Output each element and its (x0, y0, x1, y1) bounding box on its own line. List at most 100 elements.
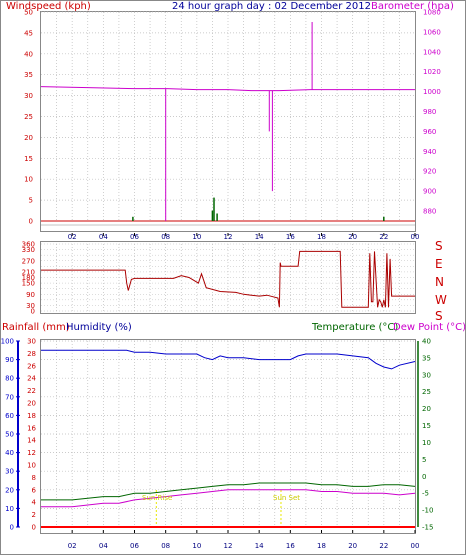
humidity-tick-label: 60 (5, 412, 14, 420)
bottom-xtick-label: 04 (99, 542, 108, 550)
windspeed-tick-label: 5 (29, 197, 33, 205)
temperature-tick-label: -5 (422, 490, 429, 498)
direction-tick-label: 90 (26, 291, 35, 299)
direction-tick-label: 330 (22, 246, 35, 254)
barometer-tick-label: 920 (423, 168, 436, 176)
humidity-tick-label: 20 (5, 486, 14, 494)
chart-title: 24 hour graph day : 02 December 2012 (172, 1, 371, 12)
barometer-tick-label: 980 (423, 108, 436, 116)
rainfall-tick-label: 4 (32, 499, 37, 507)
barometer-tick-label: 960 (423, 128, 436, 136)
barometer-tick-label: 1080 (423, 9, 441, 17)
direction-panel-frame (40, 241, 416, 314)
windspeed-tick-label: 15 (24, 155, 33, 163)
compass-label-s2: S (435, 309, 443, 323)
top-xtick-label: 20 (348, 233, 357, 241)
barometer-tick-label: 940 (423, 148, 436, 156)
wind-direction-line-0 (41, 250, 415, 308)
direction-tick-label: 0 (31, 308, 35, 316)
rainfall-tick-label: 10 (27, 462, 36, 470)
bottom-xtick-label: 16 (286, 542, 295, 550)
windspeed-tick-label: 35 (24, 71, 33, 79)
compass-label-n: N (435, 275, 444, 289)
rainfall-tick-label: 24 (27, 375, 36, 383)
barometer-tick-label: 1020 (423, 68, 441, 76)
barometer-tick-label: 1000 (423, 88, 441, 96)
compass-label-e: E (435, 257, 443, 271)
top-xtick-label: 18 (317, 233, 326, 241)
top-xtick-label: 14 (255, 233, 264, 241)
top-xtick-label: 22 (379, 233, 388, 241)
top-xtick-label: 10 (192, 233, 201, 241)
windspeed-tick-label: 20 (24, 134, 33, 142)
top-xtick-label: 12 (224, 233, 233, 241)
wind-direction-panel: 0 90 180 270 360 30 150 210 330 (22, 241, 415, 316)
rainfall-tick-label: 0 (32, 524, 36, 532)
top-xtick-label: 08 (161, 233, 170, 241)
temperature-axis-title: Temperature (°C) (311, 322, 398, 333)
temperature-tick-label: 35 (422, 354, 431, 362)
top-xtick-label: 00 (411, 233, 420, 241)
windspeed-tick-label: 40 (24, 50, 33, 58)
humidity-axis-title: Humidity (%) (66, 322, 132, 333)
bottom-xtick-label: 06 (130, 542, 139, 550)
sunset-label: Sun Set (273, 494, 300, 502)
rainfall-tick-label: 30 (27, 338, 36, 346)
bottom-xtick-label: 14 (255, 542, 264, 550)
barometer-line-0 (40, 86, 415, 92)
rainfall-axis-title: Rainfall (mm) (2, 322, 70, 333)
direction-tick-label: 210 (22, 268, 35, 276)
temperature-tick-label: 10 (422, 439, 431, 447)
top-xtick-label: 16 (286, 233, 295, 241)
direction-tick-label: 180 (22, 274, 35, 282)
bottom-xtick-label: 00 (411, 542, 420, 550)
rainfall-tick-label: 14 (27, 437, 36, 445)
barometer-tick-label: 900 (423, 188, 436, 196)
bottom-xtick-label: 18 (317, 542, 326, 550)
humidity-tick-label: 70 (5, 393, 14, 401)
humidity-tick-label: 0 (10, 524, 14, 532)
direction-tick-label: 360 (22, 241, 35, 249)
sunrise-label: Sun Rise (142, 494, 172, 502)
rainfall-tick-label: 12 (27, 449, 36, 457)
temperature-tick-label: 0 (422, 473, 426, 481)
rainfall-tick-label: 18 (27, 412, 36, 420)
humidity-tick-label: 100 (1, 338, 14, 346)
wind-barometer-panel: 0 5 10 15 20 25 30 35 40 45 50 880 900 920 940 960 980 10… (24, 9, 441, 242)
rainfall-tick-label: 8 (32, 474, 36, 482)
compass-label-s1: S (435, 239, 443, 253)
top-xtick-label: 04 (99, 233, 108, 241)
direction-tick-label: 150 (22, 280, 35, 288)
compass-label-w: W (435, 293, 447, 307)
windspeed-tick-label: 30 (24, 92, 33, 100)
direction-tick-label: 30 (26, 302, 35, 310)
bottom-xtick-label: 12 (224, 542, 233, 550)
direction-tick-label: 270 (22, 257, 35, 265)
barometer-axis-title: Barometer (hpa) (371, 1, 454, 12)
humidity-tick-label: 10 (5, 505, 14, 513)
temperature-tick-label: 20 (422, 405, 431, 413)
temperature-tick-label: 5 (422, 456, 426, 464)
temperature-tick-label: -15 (422, 524, 433, 532)
bottom-xtick-label: 10 (192, 542, 201, 550)
bottom-xtick-label: 08 (161, 542, 170, 550)
windspeed-tick-label: 50 (24, 9, 33, 17)
temperature-tick-label: 30 (422, 371, 431, 379)
rainfall-tick-label: 6 (32, 486, 37, 494)
rainfall-tick-label: 20 (27, 400, 36, 408)
series-line-0 (41, 349, 416, 370)
rainfall-tick-label: 16 (27, 424, 36, 432)
humidity-temperature-panel: 0102030405060708090100024681012141618202… (1, 338, 434, 551)
bottom-xtick-label: 20 (348, 542, 357, 550)
temperature-tick-label: 15 (422, 422, 431, 430)
humidity-tick-label: 90 (5, 356, 14, 364)
barometer-tick-label: 1040 (423, 48, 441, 56)
humidity-tick-label: 50 (5, 431, 14, 439)
top-xtick-label: 02 (68, 233, 77, 241)
series-line-1 (41, 482, 416, 501)
barometer-tick-label: 1060 (423, 28, 441, 36)
temperature-tick-label: -10 (422, 507, 433, 515)
windspeed-tick-label: 0 (29, 218, 33, 226)
rainfall-tick-label: 26 (27, 362, 36, 370)
humidity-tick-label: 30 (5, 468, 14, 476)
